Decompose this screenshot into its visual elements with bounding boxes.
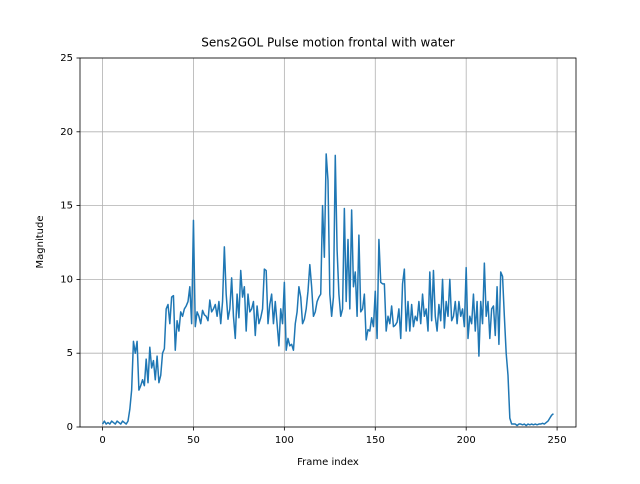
x-tick-label: 0 bbox=[99, 435, 105, 446]
plot-frame bbox=[79, 57, 577, 428]
y-tick-label: 5 bbox=[67, 348, 73, 359]
x-axis-label: Frame index bbox=[297, 457, 359, 468]
data-line bbox=[101, 153, 554, 427]
x-tick-label: 50 bbox=[187, 435, 200, 446]
x-tick-label: 250 bbox=[548, 435, 567, 446]
y-tick-label: 0 bbox=[67, 422, 73, 433]
y-axis-label: Magnitude bbox=[35, 216, 46, 269]
x-tick-label: 200 bbox=[457, 435, 476, 446]
x-tick-label: 150 bbox=[366, 435, 385, 446]
x-tick-label: 100 bbox=[275, 435, 294, 446]
chart-title: Sens2GOL Pulse motion frontal with water bbox=[201, 36, 455, 50]
y-tick-label: 25 bbox=[60, 53, 73, 64]
y-tick-label: 15 bbox=[60, 201, 73, 212]
y-tick-label: 20 bbox=[60, 127, 73, 138]
y-tick-label: 10 bbox=[60, 274, 73, 285]
